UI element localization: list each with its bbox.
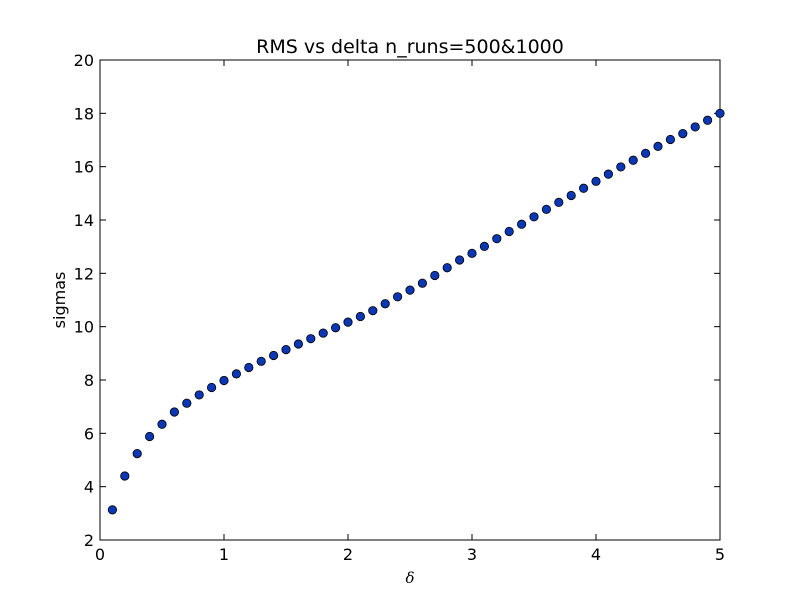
data-point bbox=[281, 344, 291, 355]
data-point bbox=[244, 362, 254, 373]
x-tick-labels: 0 1 2 3 4 5 bbox=[95, 545, 725, 564]
data-point bbox=[169, 407, 179, 417]
data-point bbox=[268, 350, 279, 361]
y-tick-label: 8 bbox=[84, 371, 94, 390]
data-point bbox=[678, 129, 688, 139]
y-tick-label: 18 bbox=[74, 104, 94, 123]
data-point bbox=[467, 248, 477, 258]
scatter-points bbox=[107, 108, 725, 515]
data-point bbox=[392, 292, 403, 302]
y-tick-label: 6 bbox=[84, 424, 94, 443]
plot-frame bbox=[99, 59, 721, 541]
data-point bbox=[665, 134, 676, 145]
data-point bbox=[120, 471, 130, 481]
data-point bbox=[219, 375, 229, 386]
y-tick-label: 4 bbox=[84, 478, 94, 497]
data-point bbox=[479, 241, 489, 251]
plot-area bbox=[99, 59, 725, 541]
data-point bbox=[640, 148, 651, 158]
data-point bbox=[578, 183, 589, 193]
x-tick-label: 1 bbox=[219, 545, 229, 564]
data-point bbox=[157, 419, 167, 429]
x-tick-label: 3 bbox=[467, 545, 477, 564]
data-point bbox=[182, 398, 192, 408]
y-tick-label: 20 bbox=[74, 51, 94, 70]
data-point bbox=[702, 115, 713, 125]
y-tick-label: 10 bbox=[74, 318, 94, 337]
data-point bbox=[306, 334, 316, 344]
data-point bbox=[231, 369, 241, 379]
chart-title: RMS vs delta n_runs=500&1000 bbox=[256, 36, 564, 58]
data-point bbox=[343, 317, 353, 327]
data-point bbox=[616, 162, 626, 172]
data-point bbox=[442, 263, 452, 273]
data-point bbox=[293, 339, 303, 349]
data-point bbox=[690, 122, 700, 132]
data-point bbox=[591, 176, 601, 186]
data-point bbox=[145, 431, 155, 442]
y-tick-labels: 2 4 6 8 10 12 14 16 18 20 bbox=[74, 51, 94, 550]
data-point bbox=[566, 190, 576, 201]
y-tick-label: 16 bbox=[74, 158, 94, 177]
data-point bbox=[330, 323, 341, 333]
data-point bbox=[405, 285, 415, 295]
data-point bbox=[107, 505, 118, 515]
data-point bbox=[603, 169, 614, 179]
data-point bbox=[132, 448, 142, 459]
data-point bbox=[554, 197, 564, 207]
y-tick-label: 2 bbox=[84, 531, 94, 550]
data-point bbox=[318, 328, 328, 338]
data-point bbox=[207, 382, 217, 393]
data-point bbox=[492, 234, 502, 244]
y-tick-label: 12 bbox=[74, 264, 94, 283]
data-point bbox=[355, 311, 365, 322]
data-point bbox=[653, 141, 663, 151]
x-tick-label: 4 bbox=[591, 545, 601, 564]
y-tick-label: 14 bbox=[74, 211, 94, 230]
y-axis-label: sigmas bbox=[50, 272, 69, 329]
axis-ticks bbox=[99, 59, 721, 541]
data-point bbox=[430, 270, 440, 281]
data-point bbox=[541, 204, 552, 214]
data-point bbox=[417, 278, 427, 288]
x-axis-label: δ bbox=[405, 569, 414, 587]
x-tick-label: 2 bbox=[343, 545, 353, 564]
data-point bbox=[715, 108, 725, 118]
data-point bbox=[516, 219, 527, 229]
data-point bbox=[380, 299, 390, 309]
data-point bbox=[256, 356, 266, 366]
x-tick-label: 5 bbox=[715, 545, 725, 564]
data-point bbox=[504, 226, 514, 237]
data-point bbox=[529, 212, 539, 222]
data-point bbox=[194, 390, 204, 400]
data-point bbox=[454, 255, 465, 265]
x-tick-label: 0 bbox=[95, 545, 105, 564]
data-point bbox=[368, 306, 378, 316]
data-point bbox=[628, 155, 638, 165]
